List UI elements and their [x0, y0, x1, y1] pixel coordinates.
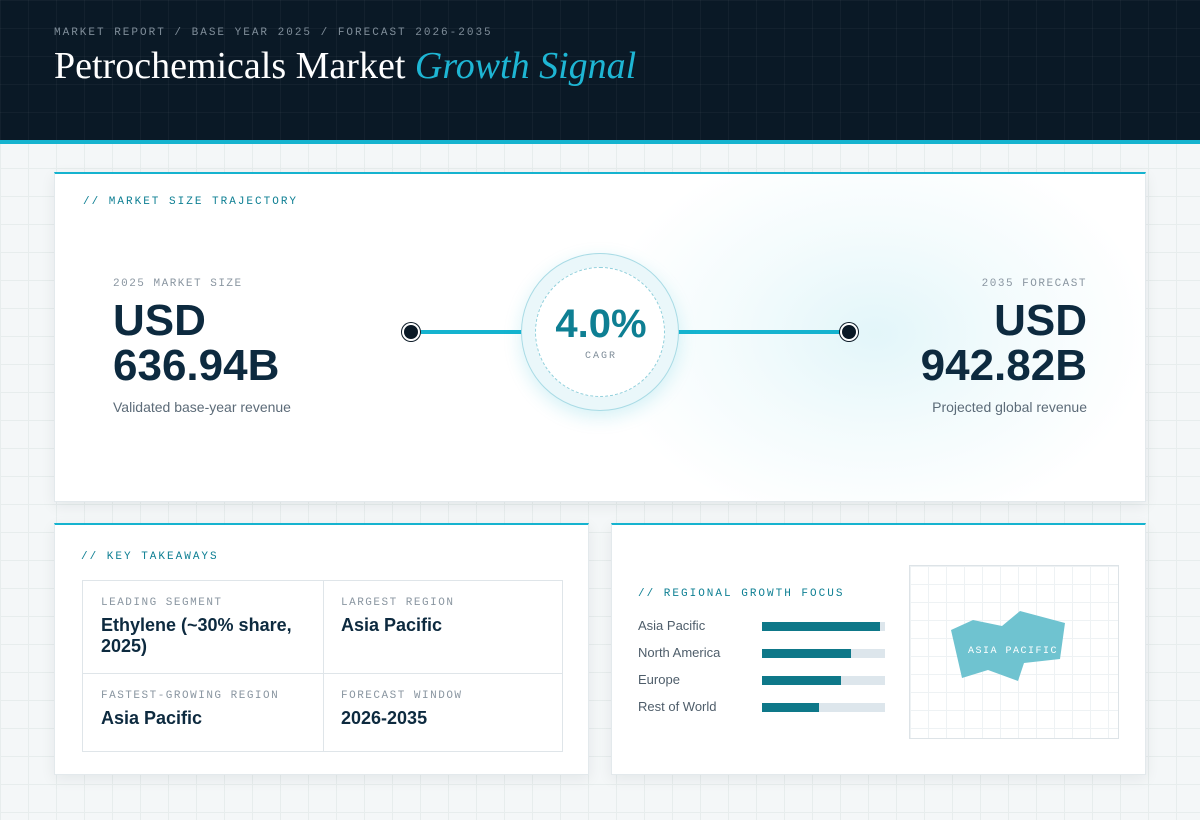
- region-bar-track: [762, 622, 885, 631]
- region-bar-track: [762, 703, 885, 712]
- grid-divider: [323, 581, 324, 751]
- key-takeaways-card: // KEY TAKEAWAYS LEADING SEGMENT Ethylen…: [54, 523, 589, 775]
- background-glow: [595, 174, 1145, 501]
- region-name: Europe: [638, 672, 680, 687]
- region-map: ASIA PACIFIC: [909, 565, 1119, 739]
- section-label-takeaways: // KEY TAKEAWAYS: [81, 551, 219, 563]
- takeaway-label: LEADING SEGMENT: [101, 597, 223, 609]
- takeaway-forecast-window: FORECAST WINDOW 2026-2035: [341, 690, 549, 729]
- grid-divider: [83, 673, 562, 674]
- region-name: Asia Pacific: [638, 618, 706, 633]
- takeaway-leading-segment: LEADING SEGMENT Ethylene (~30% share, 20…: [101, 597, 309, 657]
- start-node: [402, 323, 420, 341]
- region-row: Asia Pacific: [638, 618, 898, 634]
- map-label: ASIA PACIFIC: [968, 646, 1059, 657]
- cagr-label: CAGR: [584, 351, 617, 362]
- asia-pacific-map-shape: [951, 611, 1065, 681]
- start-label: 2025 MARKET SIZE: [113, 278, 243, 290]
- region-bar-fill: [762, 703, 819, 712]
- section-label-regional: // REGIONAL GROWTH FOCUS: [638, 588, 845, 600]
- region-row: North America: [638, 645, 898, 661]
- start-currency: USD: [113, 296, 206, 345]
- regional-growth-card: // REGIONAL GROWTH FOCUS Asia Pacific No…: [611, 523, 1146, 775]
- region-name: North America: [638, 645, 721, 660]
- takeaways-grid: LEADING SEGMENT Ethylene (~30% share, 20…: [82, 580, 563, 752]
- region-row: Rest of World: [638, 699, 898, 715]
- takeaway-label: FASTEST-GROWING REGION: [101, 690, 280, 702]
- cagr-value: 4.0%: [555, 302, 647, 346]
- takeaway-value: Ethylene (~30% share, 2025): [101, 615, 292, 656]
- region-bar-fill: [762, 676, 841, 685]
- takeaway-label: FORECAST WINDOW: [341, 690, 463, 702]
- takeaway-value: 2026-2035: [341, 708, 428, 728]
- region-bar-track: [762, 649, 885, 658]
- takeaway-fastest-region: FASTEST-GROWING REGION Asia Pacific: [101, 690, 309, 729]
- cagr-inner-ring: 4.0% CAGR: [535, 267, 665, 397]
- end-label: 2035 FORECAST: [981, 278, 1087, 290]
- header-accent-bar: [0, 140, 1200, 144]
- takeaway-largest-region: LARGEST REGION Asia Pacific: [341, 597, 549, 636]
- region-row: Europe: [638, 672, 898, 688]
- end-subtext: Projected global revenue: [932, 399, 1087, 415]
- region-bar-track: [762, 676, 885, 685]
- section-label-trajectory: // MARKET SIZE TRAJECTORY: [83, 196, 299, 208]
- page-title-accent: Growth Signal: [414, 45, 637, 87]
- region-bar-fill: [762, 649, 851, 658]
- page-title-main: Petrochemicals Market: [54, 45, 415, 87]
- start-value: 636.94B: [113, 341, 280, 390]
- cagr-badge: 4.0% CAGR: [521, 253, 679, 411]
- takeaway-value: Asia Pacific: [341, 615, 443, 635]
- page-title: Petrochemicals Market Growth Signal: [54, 44, 636, 88]
- region-name: Rest of World: [638, 699, 717, 714]
- takeaway-value: Asia Pacific: [101, 708, 203, 728]
- market-size-trajectory-card: // MARKET SIZE TRAJECTORY 2025 MARKET SI…: [54, 172, 1146, 502]
- asia-pacific-region-shape: [951, 611, 1065, 681]
- end-value: 942.82B: [920, 341, 1087, 390]
- start-subtext: Validated base-year revenue: [113, 399, 291, 415]
- report-header: MARKET REPORT / BASE YEAR 2025 / FORECAS…: [0, 0, 1200, 140]
- region-bar-fill: [762, 622, 881, 631]
- takeaway-label: LARGEST REGION: [341, 597, 455, 609]
- end-node: [840, 323, 858, 341]
- end-currency: USD: [994, 296, 1087, 345]
- breadcrumb: MARKET REPORT / BASE YEAR 2025 / FORECAS…: [54, 27, 493, 39]
